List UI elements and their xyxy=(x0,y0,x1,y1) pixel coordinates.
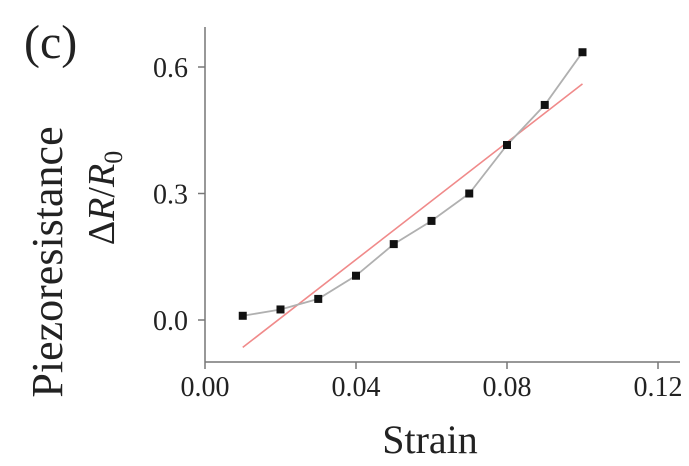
data-point xyxy=(389,240,398,249)
panel-label: (c) xyxy=(24,16,77,69)
y-axis-label-line1: Piezoresistance xyxy=(23,126,72,397)
x-tick-label: 0.08 xyxy=(483,372,532,403)
y-axis-label-line2-group: ΔR/R0 xyxy=(81,151,128,245)
y-axis-label-line2: ΔR/R0 xyxy=(81,151,128,245)
fit-line-layer xyxy=(242,83,583,349)
data-point xyxy=(465,189,474,198)
data-point xyxy=(276,305,285,314)
series-layer xyxy=(238,48,587,320)
data-point xyxy=(352,271,360,280)
y-label-slash: / xyxy=(81,187,123,198)
x-tick-label: 0.04 xyxy=(332,372,381,403)
series-line xyxy=(242,51,584,317)
data-point xyxy=(540,100,549,109)
fit-line xyxy=(242,83,583,349)
x-tick-label: 0.00 xyxy=(181,372,230,403)
y-label-r0-sub: 0 xyxy=(99,151,128,164)
y-label-r: R xyxy=(81,198,123,222)
y-axis-label-line1-group: Piezoresistance xyxy=(23,126,72,397)
y-tick-label: 0.0 xyxy=(153,306,188,337)
y-label-delta: Δ xyxy=(81,221,123,245)
axes xyxy=(204,27,680,363)
data-point xyxy=(503,141,511,150)
ticks: 0.00 0.04 0.08 0.12 0.0 0.3 0.6 xyxy=(153,53,683,403)
x-tick-label: 0.12 xyxy=(634,372,683,403)
y-tick-label: 0.6 xyxy=(153,53,188,84)
x-axis-label: Strain xyxy=(382,417,478,461)
y-label-r0-base: R xyxy=(81,164,123,188)
data-point xyxy=(427,216,436,225)
y-tick-label: 0.3 xyxy=(153,179,188,210)
data-point xyxy=(578,48,587,57)
data-point xyxy=(314,294,323,303)
data-point xyxy=(238,311,247,320)
